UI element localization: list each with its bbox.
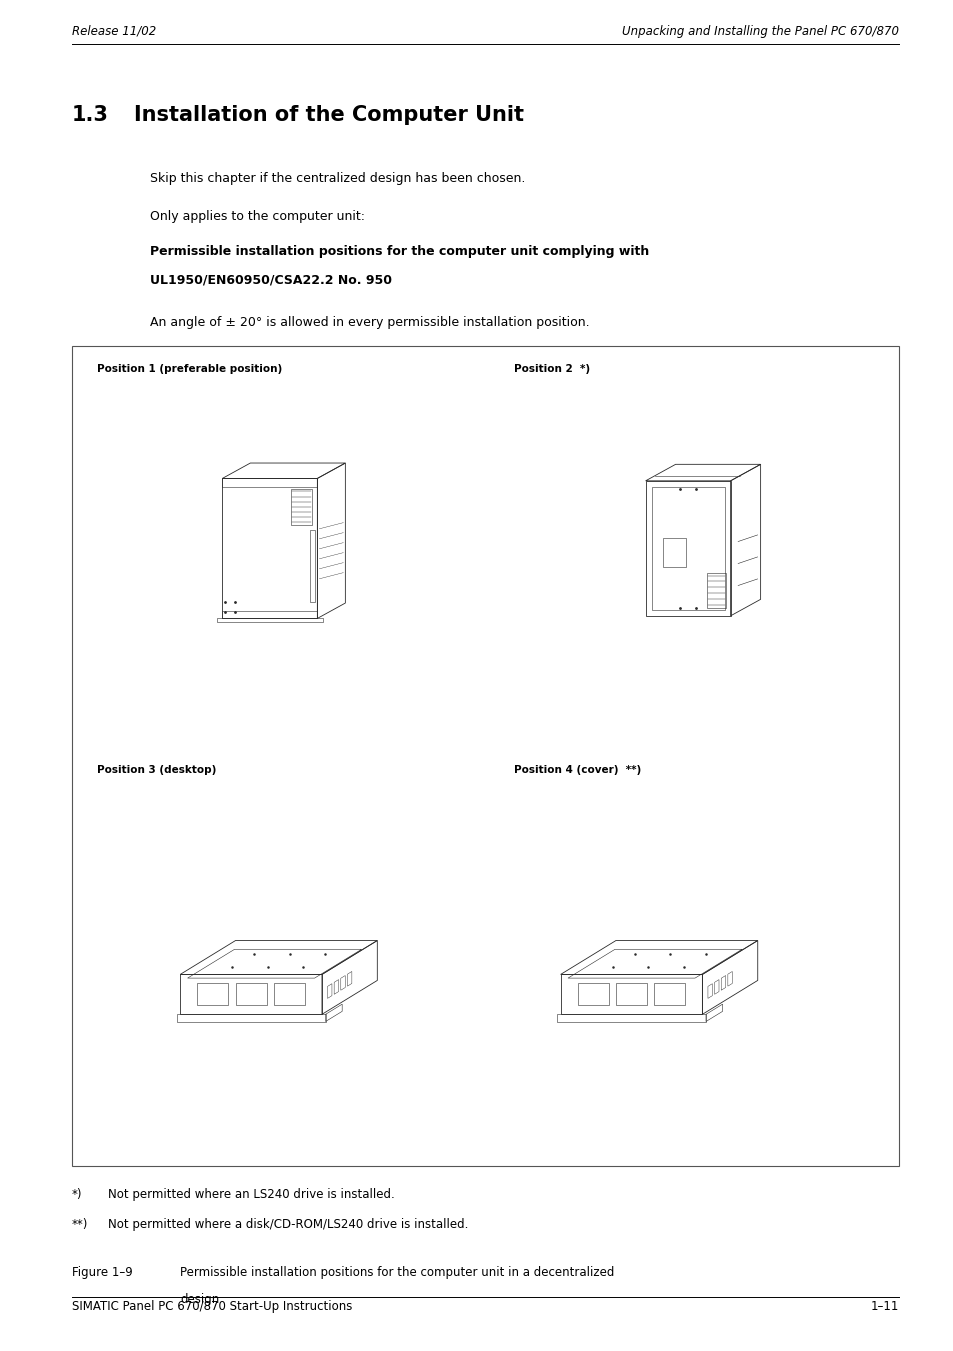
Text: Unpacking and Installing the Panel PC 670/870: Unpacking and Installing the Panel PC 67… bbox=[621, 26, 898, 38]
Text: Installation of the Computer Unit: Installation of the Computer Unit bbox=[133, 105, 523, 126]
Text: SIMATIC Panel PC 670/870 Start-Up Instructions: SIMATIC Panel PC 670/870 Start-Up Instru… bbox=[71, 1300, 352, 1313]
Text: *): *) bbox=[71, 1188, 82, 1201]
Text: Position 4 (cover)  **): Position 4 (cover) **) bbox=[514, 765, 641, 775]
Bar bbox=[71, 346, 898, 1166]
Text: Position 3 (desktop): Position 3 (desktop) bbox=[97, 765, 216, 775]
Text: Position 1 (preferable position): Position 1 (preferable position) bbox=[97, 363, 282, 373]
Text: An angle of ± 20° is allowed in every permissible installation position.: An angle of ± 20° is allowed in every pe… bbox=[150, 316, 589, 328]
Text: Release 11/02: Release 11/02 bbox=[71, 26, 156, 38]
Text: 1–11: 1–11 bbox=[870, 1300, 898, 1313]
Text: **): **) bbox=[71, 1219, 89, 1231]
Text: Figure 1–9: Figure 1–9 bbox=[71, 1266, 132, 1279]
Text: Not permitted where an LS240 drive is installed.: Not permitted where an LS240 drive is in… bbox=[108, 1188, 395, 1201]
Text: Skip this chapter if the centralized design has been chosen.: Skip this chapter if the centralized des… bbox=[150, 172, 525, 185]
Text: Not permitted where a disk/CD-ROM/LS240 drive is installed.: Not permitted where a disk/CD-ROM/LS240 … bbox=[108, 1219, 468, 1231]
Text: Permissible installation positions for the computer unit in a decentralized: Permissible installation positions for t… bbox=[180, 1266, 614, 1279]
Text: Permissible installation positions for the computer unit complying with: Permissible installation positions for t… bbox=[150, 245, 649, 258]
Text: UL1950/EN60950/CSA22.2 No. 950: UL1950/EN60950/CSA22.2 No. 950 bbox=[150, 273, 392, 286]
Text: Only applies to the computer unit:: Only applies to the computer unit: bbox=[150, 209, 365, 223]
Text: 1.3: 1.3 bbox=[71, 105, 109, 126]
Text: design: design bbox=[180, 1293, 219, 1306]
Text: Position 2  *): Position 2 *) bbox=[514, 363, 590, 373]
